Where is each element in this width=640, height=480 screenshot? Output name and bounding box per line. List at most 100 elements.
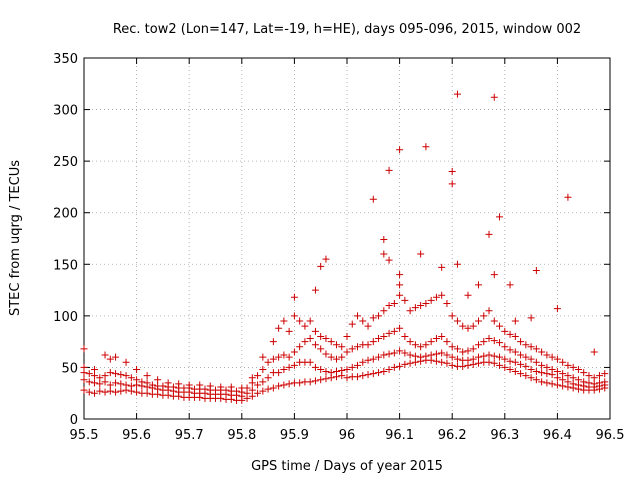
data-point	[527, 314, 535, 322]
data-point	[238, 384, 246, 392]
data-point	[322, 368, 330, 376]
data-point	[327, 338, 335, 346]
data-point	[290, 312, 298, 320]
data-point	[133, 376, 141, 384]
data-point	[453, 260, 461, 268]
data-point	[480, 338, 488, 346]
data-point	[80, 363, 88, 371]
y-tick-label: 100	[53, 310, 78, 325]
data-point	[396, 271, 404, 279]
data-point	[80, 345, 88, 353]
data-point	[148, 381, 156, 389]
data-point	[112, 388, 120, 396]
data-point	[506, 357, 514, 365]
data-point	[91, 365, 99, 373]
data-point	[233, 387, 241, 395]
data-point	[269, 355, 277, 363]
data-point	[532, 345, 540, 353]
data-point	[290, 361, 298, 369]
data-point	[127, 374, 135, 382]
data-point	[159, 382, 167, 390]
data-point	[559, 370, 567, 378]
data-point	[401, 332, 409, 340]
data-point	[559, 376, 567, 384]
data-point	[332, 341, 340, 349]
data-point	[196, 381, 204, 389]
data-point	[601, 370, 609, 378]
data-point	[411, 304, 419, 312]
data-point	[501, 343, 509, 351]
data-point	[553, 305, 561, 313]
data-point	[327, 353, 335, 361]
x-tick-label: 95.7	[175, 428, 204, 443]
data-point	[475, 341, 482, 349]
data-point	[311, 363, 319, 371]
data-point	[543, 351, 551, 359]
data-point	[459, 322, 467, 330]
data-point	[453, 355, 461, 363]
data-point	[496, 213, 504, 221]
axis-ticks: 95.5 95.6 95.7 95.8 95.9 96 96.1 96.2 96.3 96.4 96…	[53, 52, 624, 443]
data-point	[290, 293, 298, 301]
data-point	[275, 324, 283, 332]
data-point	[354, 312, 362, 320]
data-point	[175, 380, 183, 388]
data-point	[580, 369, 588, 377]
data-point	[359, 317, 367, 325]
data-point	[485, 230, 493, 238]
data-point	[117, 387, 125, 395]
data-point	[354, 343, 362, 351]
data-point	[106, 369, 114, 377]
data-point	[122, 372, 130, 380]
data-point	[595, 379, 603, 387]
data-point	[248, 392, 256, 400]
data-point	[422, 143, 430, 151]
data-point	[264, 358, 272, 366]
data-point	[143, 372, 151, 380]
data-point	[369, 355, 377, 363]
y-tick-label: 150	[53, 258, 78, 273]
data-point	[280, 381, 288, 389]
data-point	[443, 351, 451, 359]
data-point	[259, 365, 267, 373]
data-point	[91, 379, 99, 387]
data-point	[375, 312, 383, 320]
x-tick-label: 96.3	[490, 428, 519, 443]
data-point	[385, 329, 393, 337]
data-point	[448, 353, 456, 361]
data-point	[396, 347, 404, 355]
data-point	[327, 369, 335, 377]
data-point	[490, 317, 498, 325]
data-point	[517, 370, 525, 378]
data-point	[285, 327, 293, 335]
data-point	[427, 338, 435, 346]
data-point	[517, 351, 525, 359]
data-point	[532, 358, 540, 366]
data-point	[269, 338, 277, 346]
data-point	[569, 380, 577, 388]
x-tick-label: 95.6	[122, 428, 151, 443]
data-point	[590, 348, 598, 356]
data-point	[122, 358, 130, 366]
data-point	[553, 374, 561, 382]
y-tick-label: 50	[61, 361, 78, 376]
data-point	[448, 180, 456, 188]
data-point	[553, 368, 561, 376]
data-point	[375, 335, 383, 343]
data-point	[469, 322, 477, 330]
data-point	[464, 356, 472, 364]
data-point	[396, 324, 404, 332]
data-point	[522, 341, 530, 349]
data-point	[390, 327, 398, 335]
data-point	[296, 317, 304, 325]
data-point	[422, 341, 430, 349]
data-point	[453, 345, 461, 353]
data-point	[564, 193, 572, 201]
data-point	[532, 266, 540, 274]
data-point	[543, 379, 551, 387]
data-point	[85, 378, 93, 386]
y-axis-label: STEC from uqrg / TECUs	[8, 160, 23, 316]
data-point	[143, 379, 151, 387]
data-point	[406, 351, 414, 359]
data-point	[522, 372, 530, 380]
